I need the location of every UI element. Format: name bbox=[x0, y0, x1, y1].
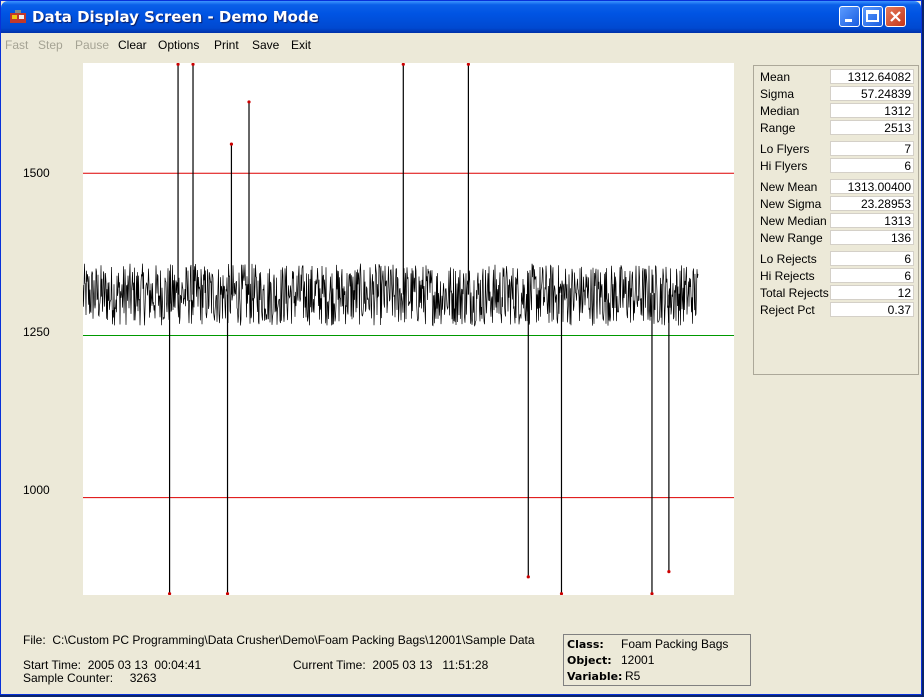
start-time-value: 2005 03 13 00:04:41 bbox=[87, 658, 202, 672]
object-value: 12001 bbox=[621, 653, 655, 667]
class-info: Class: Foam Packing Bags bbox=[567, 637, 729, 651]
file-path: C:\Custom PC Programming\Data Crusher\De… bbox=[52, 633, 535, 647]
stat-lo-rejects: Lo Rejects 6 bbox=[757, 251, 917, 267]
sample-counter: Sample Counter: 3263 bbox=[23, 671, 156, 685]
menu-exit[interactable]: Exit bbox=[291, 38, 312, 52]
hi-flyer-point bbox=[466, 63, 470, 66]
stat-mean: Mean 1312.64082 bbox=[757, 69, 917, 85]
sample-counter-value: 3263 bbox=[129, 671, 157, 685]
hi-flyer-point bbox=[229, 142, 234, 146]
stat-value: 7 bbox=[830, 141, 914, 156]
stat-total-rejects: Total Rejects 12 bbox=[757, 285, 917, 301]
stat-value: 12 bbox=[830, 285, 914, 300]
file-info: File: C:\Custom PC Programming\Data Crus… bbox=[23, 633, 535, 647]
stat-median: Median 1312 bbox=[757, 103, 917, 119]
menu-print[interactable]: Print bbox=[214, 38, 239, 52]
lo-flyer-point bbox=[667, 570, 671, 574]
stat-lo-flyers: Lo Flyers 7 bbox=[757, 141, 917, 157]
lo-flyer-point bbox=[559, 592, 564, 595]
stat-range: Range 2513 bbox=[757, 120, 917, 136]
y-tick-label: 1500 bbox=[23, 166, 50, 180]
current-time: Current Time: 2005 03 13 11:51:28 bbox=[293, 658, 488, 672]
stat-value: 0.37 bbox=[830, 302, 914, 317]
start-time: Start Time: 2005 03 13 00:04:41 bbox=[23, 658, 201, 672]
lo-flyer-point bbox=[650, 592, 654, 595]
stat-new-sigma: New Sigma 23.28953 bbox=[757, 196, 917, 212]
info-box: Class: Foam Packing Bags Object: 12001 Var… bbox=[563, 634, 751, 686]
menu-pause[interactable]: Pause bbox=[75, 38, 110, 52]
stat-value: 1312.64082 bbox=[830, 69, 914, 84]
menu-step[interactable]: Step bbox=[38, 38, 63, 52]
data-plot bbox=[83, 63, 734, 595]
stat-reject-pct: Reject Pct 0.37 bbox=[757, 302, 917, 318]
data-trace bbox=[83, 263, 699, 327]
variable-info: Variable: R5 bbox=[567, 669, 641, 683]
minimize-button[interactable] bbox=[839, 6, 860, 27]
minimize-icon bbox=[845, 19, 852, 22]
y-tick-label: 1000 bbox=[23, 483, 50, 497]
close-icon bbox=[890, 11, 901, 22]
y-tick-label: 1250 bbox=[23, 325, 50, 339]
lo-flyer-point bbox=[167, 592, 172, 595]
statistics-panel bbox=[753, 65, 919, 375]
stat-value: 57.24839 bbox=[830, 86, 914, 101]
stat-value: 1313 bbox=[830, 213, 914, 228]
hi-flyer-point bbox=[191, 63, 195, 66]
stat-new-range: New Range 136 bbox=[757, 230, 917, 246]
menu-save[interactable]: Save bbox=[252, 38, 280, 52]
stat-value: 6 bbox=[830, 268, 914, 283]
hi-flyer-point bbox=[176, 63, 180, 66]
object-info: Object: 12001 bbox=[567, 653, 655, 667]
variable-value: R5 bbox=[625, 669, 641, 683]
lo-flyer-point bbox=[526, 575, 530, 579]
stat-value: 6 bbox=[830, 251, 914, 266]
window-title: Data Display Screen - Demo Mode bbox=[32, 8, 319, 26]
stat-value: 1313.00400 bbox=[830, 179, 914, 194]
class-value: Foam Packing Bags bbox=[621, 637, 729, 651]
close-button[interactable] bbox=[885, 6, 906, 27]
file-label: File: bbox=[23, 633, 46, 647]
start-time-label: Start Time: bbox=[23, 658, 82, 672]
stat-hi-flyers: Hi Flyers 6 bbox=[757, 158, 917, 174]
stat-new-mean: New Mean 1313.00400 bbox=[757, 179, 917, 195]
menu-clear[interactable]: Clear bbox=[118, 38, 147, 52]
current-time-label: Current Time: bbox=[293, 658, 366, 672]
current-time-value: 2005 03 13 11:51:28 bbox=[372, 658, 489, 672]
hi-flyer-point bbox=[401, 63, 405, 66]
lo-flyer-point bbox=[225, 592, 230, 595]
maximize-icon bbox=[866, 10, 879, 22]
menu-bar: Fast Step Pause Clear Options Print Save… bbox=[1, 33, 921, 55]
stat-value: 23.28953 bbox=[830, 196, 914, 211]
stat-new-median: New Median 1313 bbox=[757, 213, 917, 229]
hi-flyer-point bbox=[247, 100, 251, 104]
app-icon[interactable] bbox=[9, 9, 27, 25]
stat-value: 6 bbox=[830, 158, 914, 173]
sample-counter-label: Sample Counter: bbox=[23, 671, 114, 685]
stat-value: 1312 bbox=[830, 103, 914, 118]
stat-value: 136 bbox=[830, 230, 914, 245]
menu-fast[interactable]: Fast bbox=[5, 38, 29, 52]
maximize-button[interactable] bbox=[862, 6, 883, 27]
title-bar[interactable]: Data Display Screen - Demo Mode bbox=[1, 1, 921, 33]
menu-options[interactable]: Options bbox=[158, 38, 200, 52]
stat-sigma: Sigma 57.24839 bbox=[757, 86, 917, 102]
stat-hi-rejects: Hi Rejects 6 bbox=[757, 268, 917, 284]
stat-value: 2513 bbox=[830, 120, 914, 135]
